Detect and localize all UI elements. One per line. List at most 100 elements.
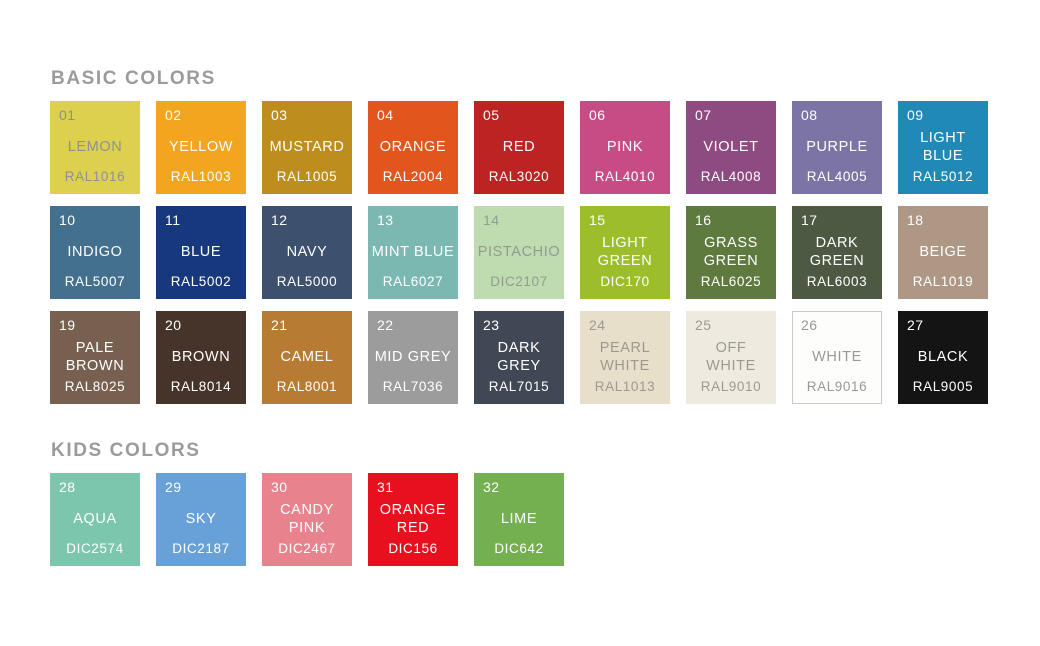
color-swatch: 06 PINK RAL4010 <box>580 101 670 194</box>
swatch-name: ORANGE <box>379 138 447 155</box>
swatch-code: RAL5012 <box>912 169 974 185</box>
swatch-code: RAL1003 <box>170 169 232 185</box>
section-kids-colors: KIDS COLORS 28 AQUA DIC2574 29 SKY DIC21… <box>50 440 988 566</box>
color-swatch: 04 ORANGE RAL2004 <box>368 101 458 194</box>
swatch-number: 10 <box>59 212 76 228</box>
swatch-name: PISTACHIO <box>477 243 561 260</box>
color-swatch: 11 BLUE RAL5002 <box>156 206 246 299</box>
color-swatch: 20 BROWN RAL8014 <box>156 311 246 404</box>
swatch-code: DIC156 <box>388 541 438 557</box>
swatch-code: RAL4005 <box>806 169 868 185</box>
color-swatch: 02 YELLOW RAL1003 <box>156 101 246 194</box>
swatch-number: 02 <box>165 107 182 123</box>
swatch-number: 03 <box>271 107 288 123</box>
swatch-number: 05 <box>483 107 500 123</box>
swatch-number: 25 <box>695 317 712 333</box>
swatch-name: PURPLE <box>806 138 868 155</box>
swatch-grid-kids: 28 AQUA DIC2574 29 SKY DIC2187 30 CANDY … <box>50 473 988 566</box>
swatch-code: RAL1019 <box>912 274 974 290</box>
swatch-code: DIC2187 <box>172 541 230 557</box>
swatch-number: 18 <box>907 212 924 228</box>
swatch-number: 06 <box>589 107 606 123</box>
swatch-number: 08 <box>801 107 818 123</box>
swatch-name: BLUE <box>180 243 222 260</box>
swatch-name: BROWN <box>171 348 231 365</box>
swatch-code: RAL3020 <box>488 169 550 185</box>
swatch-number: 22 <box>377 317 394 333</box>
swatch-code: DIC642 <box>494 541 544 557</box>
swatch-number: 12 <box>271 212 288 228</box>
color-swatch: 24 PEARL WHITE RAL1013 <box>580 311 670 404</box>
swatch-name: GRASS GREEN <box>703 234 759 269</box>
color-swatch: 18 BEIGE RAL1019 <box>898 206 988 299</box>
swatch-name: ORANGE RED <box>379 501 447 536</box>
swatch-number: 27 <box>907 317 924 333</box>
swatch-name: MUSTARD <box>269 138 345 155</box>
swatch-number: 24 <box>589 317 606 333</box>
swatch-grid-basic: 01 LEMON RAL1016 02 YELLOW RAL1003 03 MU… <box>50 101 988 404</box>
swatch-code: RAL8025 <box>64 379 126 395</box>
swatch-name: PINK <box>606 138 644 155</box>
color-swatch: 13 MINT BLUE RAL6027 <box>368 206 458 299</box>
swatch-name: PALE BROWN <box>65 339 125 374</box>
swatch-number: 32 <box>483 479 500 495</box>
swatch-name: LIGHT GREEN <box>597 234 653 269</box>
swatch-name: RED <box>502 138 536 155</box>
color-swatch: 32 LIME DIC642 <box>474 473 564 566</box>
swatch-name: LIME <box>500 510 538 527</box>
swatch-number: 21 <box>271 317 288 333</box>
swatch-code: RAL9005 <box>912 379 974 395</box>
swatch-name: CANDY PINK <box>280 501 334 536</box>
swatch-name: NAVY <box>286 243 328 260</box>
swatch-name: BLACK <box>917 348 969 365</box>
color-swatch: 09 LIGHT BLUE RAL5012 <box>898 101 988 194</box>
swatch-code: RAL6025 <box>700 274 762 290</box>
color-swatch: 16 GRASS GREEN RAL6025 <box>686 206 776 299</box>
color-swatch: 03 MUSTARD RAL1005 <box>262 101 352 194</box>
swatch-name: MID GREY <box>374 348 452 365</box>
swatch-code: RAL8014 <box>170 379 232 395</box>
swatch-number: 30 <box>271 479 288 495</box>
color-swatch: 19 PALE BROWN RAL8025 <box>50 311 140 404</box>
color-swatch: 23 DARK GREY RAL7015 <box>474 311 564 404</box>
color-swatch: 28 AQUA DIC2574 <box>50 473 140 566</box>
color-swatch: 21 CAMEL RAL8001 <box>262 311 352 404</box>
swatch-name: YELLOW <box>168 138 234 155</box>
swatch-code: RAL5007 <box>64 274 126 290</box>
swatch-name: SKY <box>185 510 217 527</box>
swatch-number: 19 <box>59 317 76 333</box>
swatch-name: OFF WHITE <box>706 339 756 374</box>
swatch-code: RAL5000 <box>276 274 338 290</box>
swatch-number: 15 <box>589 212 606 228</box>
color-swatch: 26 WHITE RAL9016 <box>792 311 882 404</box>
color-swatch: 25 OFF WHITE RAL9010 <box>686 311 776 404</box>
swatch-code: RAL8001 <box>276 379 338 395</box>
swatch-number: 16 <box>695 212 712 228</box>
swatch-code: RAL4010 <box>594 169 656 185</box>
swatch-name: AQUA <box>73 510 117 527</box>
section-title: BASIC COLORS <box>51 68 216 89</box>
swatch-name: LEMON <box>67 138 123 155</box>
section-title: KIDS COLORS <box>51 440 201 461</box>
swatch-code: DIC2107 <box>490 274 548 290</box>
swatch-code: RAL9016 <box>806 379 868 395</box>
swatch-number: 07 <box>695 107 712 123</box>
swatch-name: MINT BLUE <box>371 243 455 260</box>
swatch-name: WHITE <box>812 348 862 365</box>
swatch-number: 13 <box>377 212 394 228</box>
swatch-name: PEARL WHITE <box>599 339 651 374</box>
swatch-number: 26 <box>801 317 818 333</box>
color-swatch: 07 VIOLET RAL4008 <box>686 101 776 194</box>
swatch-code: RAL7036 <box>382 379 444 395</box>
color-swatch: 12 NAVY RAL5000 <box>262 206 352 299</box>
swatch-code: RAL1005 <box>276 169 338 185</box>
color-swatch: 14 PISTACHIO DIC2107 <box>474 206 564 299</box>
swatch-code: RAL6003 <box>806 274 868 290</box>
color-swatch: 30 CANDY PINK DIC2467 <box>262 473 352 566</box>
swatch-code: DIC170 <box>600 274 650 290</box>
swatch-code: DIC2467 <box>278 541 336 557</box>
swatch-number: 01 <box>59 107 76 123</box>
swatch-name: BEIGE <box>919 243 967 260</box>
swatch-number: 04 <box>377 107 394 123</box>
swatch-number: 09 <box>907 107 924 123</box>
